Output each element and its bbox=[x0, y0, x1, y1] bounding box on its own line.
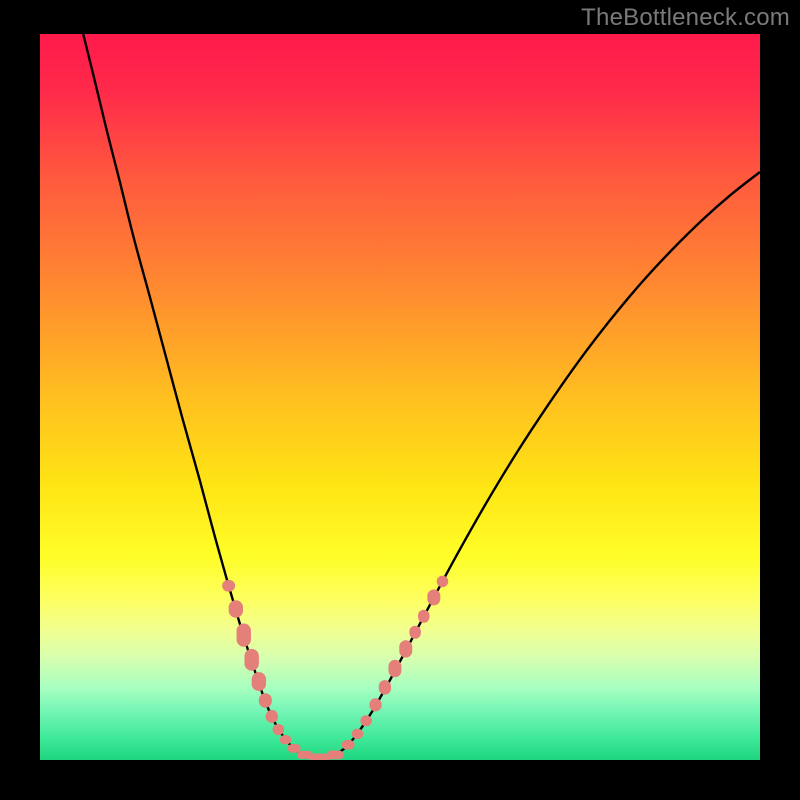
marker-dot bbox=[327, 751, 344, 760]
marker-dot bbox=[360, 715, 372, 726]
plot-area bbox=[40, 34, 760, 760]
curve-left-branch bbox=[83, 34, 335, 759]
marker-dot bbox=[273, 724, 285, 735]
watermark-text: TheBottleneck.com bbox=[581, 4, 790, 32]
marker-dot bbox=[244, 649, 258, 671]
marker-dot bbox=[280, 735, 292, 744]
marker-dot bbox=[409, 626, 421, 639]
marker-dot bbox=[342, 740, 355, 749]
marker-dot bbox=[259, 693, 272, 708]
chart-outer: TheBottleneck.com bbox=[0, 0, 800, 800]
marker-dot bbox=[427, 589, 440, 605]
chart-svg bbox=[40, 34, 760, 760]
marker-dot bbox=[399, 640, 412, 657]
marker-group bbox=[222, 576, 448, 760]
marker-dot bbox=[288, 744, 301, 753]
marker-dot bbox=[379, 680, 391, 695]
marker-dot bbox=[237, 624, 251, 647]
marker-dot bbox=[309, 753, 329, 760]
marker-dot bbox=[369, 698, 381, 711]
marker-dot bbox=[388, 660, 401, 677]
marker-dot bbox=[418, 610, 430, 623]
marker-dot bbox=[252, 672, 266, 691]
marker-dot bbox=[229, 600, 243, 617]
marker-dot bbox=[222, 580, 235, 592]
marker-dot bbox=[437, 576, 449, 588]
marker-dot bbox=[352, 729, 364, 739]
marker-dot bbox=[266, 710, 278, 723]
